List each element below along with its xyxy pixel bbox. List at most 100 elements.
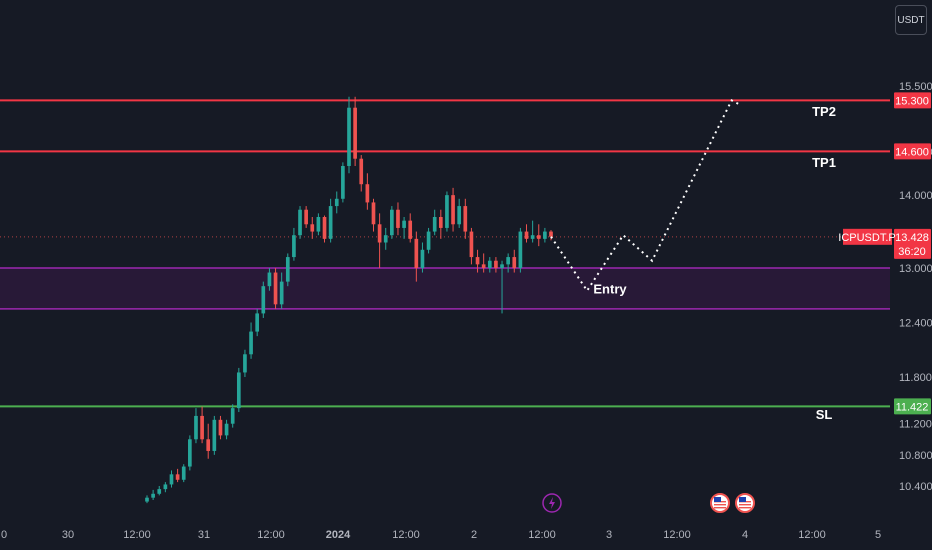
x-tick-label: 0 [1,529,7,541]
candle [518,227,523,273]
candle-body [347,107,351,166]
us-flag-canton [714,497,721,502]
x-tick-label: 30 [62,529,74,541]
candle [500,260,504,314]
candle [494,257,498,273]
candle [261,281,266,318]
y-tick-label: 12.400 [899,318,932,330]
candle-body [243,354,247,373]
candle [445,191,449,232]
x-tick-label: 12:00 [663,529,691,541]
candle-body [341,165,345,199]
candle [390,206,394,239]
current-price-tag: 13.428 36:20 [894,228,931,259]
sl-label: SL [816,407,833,422]
candle [524,224,529,243]
candle [432,209,437,236]
current-price-tag-bg [894,228,931,259]
candle-body [218,419,223,436]
x-tick-label: 2024 [326,529,351,541]
candle-body [396,209,400,228]
level-lines-layer: TP2 TP1 SL [0,99,890,422]
candle-body [536,235,541,239]
candle [181,464,186,483]
us-flag-icon-ring [710,493,730,513]
candle-body [402,220,406,228]
candle-body [310,224,315,232]
x-tick-label: 4 [742,529,748,541]
sl-price-tag: 11.422 [894,398,931,415]
us-flag-stripe [714,504,726,506]
candle [267,268,272,291]
symbol-tag: ICPUSDT.P [838,228,896,245]
candle [543,227,547,243]
tp2-price-tag-bg [894,92,931,109]
symbol-tag-text: ICPUSDT.P [838,232,895,244]
tp1-label: TP1 [812,155,836,170]
candle [200,406,204,444]
candle-body [249,331,253,355]
candle-body [371,202,376,225]
candle-body [543,231,547,239]
current-price-tag-text: 13.428 [895,232,929,244]
candle-body [163,484,168,490]
candle [341,162,345,203]
events-layer [542,493,755,513]
current-price-tag-text: 36:20 [898,246,926,258]
candle [249,322,253,359]
price-axis[interactable]: 10.400 10.800 11.200 11.800 12.400 13.000 14.0… [838,81,932,493]
candle [157,486,162,496]
candle [285,253,290,287]
us-flag-canton [739,497,746,502]
candle-body [145,497,149,502]
x-tick-label: 5 [875,529,881,541]
candle-body [236,372,241,409]
currency-button[interactable]: USDT [895,5,927,35]
candle [328,198,333,243]
time-axis[interactable]: 0 30 12:00 31 12:00 2024 12:00 2 12:00 3 12:00 4 12:… [1,529,881,541]
candle [322,215,327,243]
lightning-icon-glyph [549,497,555,509]
y-tick-label: 11.800 [899,372,932,384]
entry-zone-layer: Entry [0,267,890,310]
candle-body [365,184,370,203]
candle-body [512,257,517,268]
sl-price-tag-text: 11.422 [896,401,929,413]
candle [408,213,413,243]
candle-body [298,209,302,236]
candle [438,209,443,239]
candle [353,96,357,166]
candle [365,173,370,210]
x-tick-label: 12:00 [392,529,420,541]
candle [414,231,419,282]
candle [475,249,480,273]
candle [230,404,235,428]
candle-body [487,260,492,268]
us-flag-icon [735,493,755,513]
y-tick-label: 14.000 [899,190,932,202]
candle-body [524,231,529,239]
candle [463,198,468,239]
entry-label: Entry [593,281,627,296]
us-flag-stripe [739,507,751,509]
candle [298,206,302,239]
candle-body [230,408,235,424]
x-tick-label: 12:00 [257,529,285,541]
candle-body [194,415,198,440]
candle-body [255,313,260,332]
tp1-price-tag-bg [894,143,931,160]
x-tick-label: 2 [471,529,477,541]
candle [451,187,455,232]
symbol-tag-bg [843,228,892,245]
y-tick-label: 10.400 [899,481,932,493]
candle-body [151,493,155,498]
candle-body [432,216,437,232]
x-tick-label: 12:00 [798,529,826,541]
currency-label: USDT [897,14,925,26]
candle-body [451,195,455,225]
candle [310,216,315,239]
candle-body [457,206,462,225]
candle-body [463,206,468,232]
candle-body [530,235,535,239]
